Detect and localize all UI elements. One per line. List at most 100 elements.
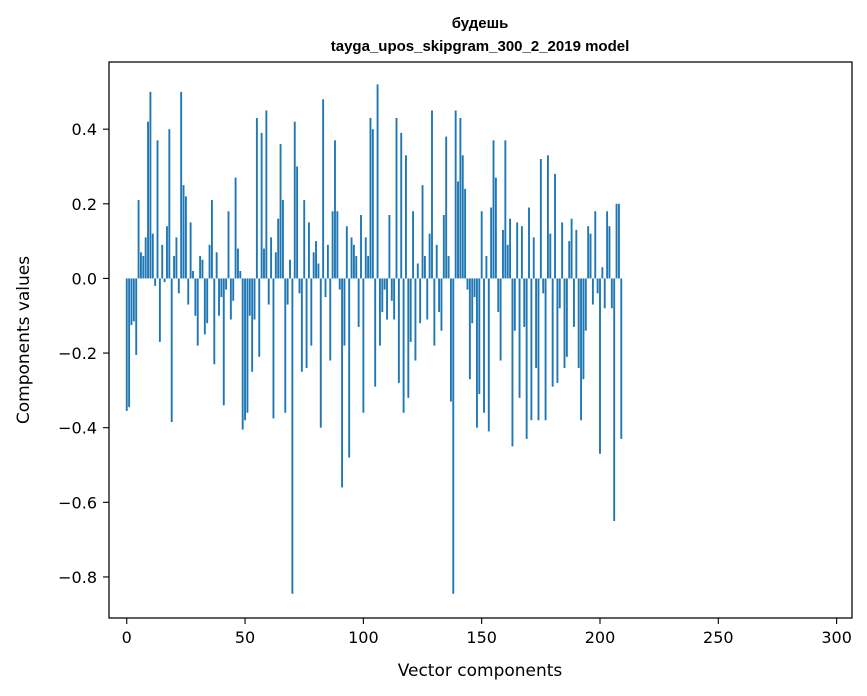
bar-99 bbox=[360, 214, 362, 279]
bar-198 bbox=[594, 211, 597, 279]
bar-101 bbox=[364, 237, 367, 279]
bar-208 bbox=[617, 203, 620, 279]
bar-160 bbox=[504, 140, 507, 279]
bar-165 bbox=[516, 222, 519, 279]
y-tick-label-4: 0.0 bbox=[72, 269, 97, 288]
bar-63 bbox=[274, 252, 277, 279]
bar-19 bbox=[170, 278, 173, 423]
bar-80 bbox=[315, 241, 317, 279]
bar-192 bbox=[580, 278, 583, 421]
bar-200 bbox=[599, 278, 601, 454]
bar-136 bbox=[447, 256, 450, 279]
bar-109 bbox=[383, 278, 386, 290]
bar-180 bbox=[551, 278, 554, 387]
bar-187 bbox=[568, 241, 571, 279]
bar-82 bbox=[319, 278, 322, 428]
bar-105 bbox=[374, 278, 377, 387]
bar-183 bbox=[558, 278, 561, 309]
bar-73 bbox=[298, 278, 301, 294]
bar-135 bbox=[445, 136, 448, 279]
bar-72 bbox=[296, 166, 299, 279]
bar-197 bbox=[591, 278, 594, 305]
bar-2 bbox=[130, 278, 133, 326]
bar-50 bbox=[244, 278, 246, 421]
bar-27 bbox=[189, 222, 192, 279]
bar-138 bbox=[452, 278, 455, 594]
bar-184 bbox=[561, 222, 564, 279]
bar-143 bbox=[464, 188, 467, 279]
bar-125 bbox=[421, 185, 424, 279]
bar-77 bbox=[308, 222, 310, 279]
bar-205 bbox=[610, 278, 613, 309]
chart-title: будешь bbox=[452, 15, 509, 32]
bar-95 bbox=[350, 237, 353, 279]
bar-29 bbox=[194, 278, 197, 316]
y-axis-ticks: −0.8 −0.6 −0.4 −0.2 0.0 0.2 0.4 bbox=[58, 120, 109, 587]
x-tick-label-0: 0 bbox=[122, 628, 132, 647]
bar-13 bbox=[156, 140, 159, 279]
x-tick-label-50: 50 bbox=[235, 628, 255, 647]
bar-65 bbox=[279, 144, 282, 279]
bar-177 bbox=[544, 278, 547, 421]
bar-182 bbox=[556, 278, 559, 383]
bar-146 bbox=[471, 278, 474, 324]
bar-3 bbox=[132, 278, 135, 322]
bar-40 bbox=[220, 278, 223, 298]
bar-23 bbox=[180, 91, 183, 279]
bar-57 bbox=[260, 132, 263, 279]
bar-133 bbox=[440, 278, 443, 331]
bar-141 bbox=[459, 117, 462, 279]
bar-168 bbox=[523, 278, 526, 327]
bar-33 bbox=[203, 278, 206, 335]
bar-142 bbox=[461, 155, 464, 279]
bar-171 bbox=[530, 278, 533, 421]
bar-170 bbox=[528, 207, 530, 279]
bar-84 bbox=[324, 278, 327, 298]
bar-37 bbox=[213, 278, 216, 365]
bar-59 bbox=[265, 110, 268, 279]
y-tick-label-6: 0.4 bbox=[72, 120, 97, 139]
bar-107 bbox=[378, 278, 381, 346]
bar-78 bbox=[310, 278, 313, 346]
bar-188 bbox=[570, 218, 573, 279]
bar-86 bbox=[329, 278, 332, 361]
bar-43 bbox=[227, 211, 230, 279]
bar-0 bbox=[125, 278, 128, 411]
bar-193 bbox=[582, 278, 585, 380]
bar-39 bbox=[218, 278, 220, 316]
bar-90 bbox=[338, 278, 341, 290]
bar-62 bbox=[272, 278, 275, 419]
bar-152 bbox=[485, 256, 488, 279]
bar-150 bbox=[480, 211, 483, 279]
bar-49 bbox=[241, 278, 244, 430]
bar-17 bbox=[166, 226, 168, 279]
bar-110 bbox=[386, 278, 388, 320]
bar-83 bbox=[322, 99, 325, 279]
bar-60 bbox=[267, 278, 270, 305]
x-tick-label-200: 200 bbox=[585, 628, 616, 647]
x-tick-label-250: 250 bbox=[703, 628, 734, 647]
bar-91 bbox=[341, 278, 344, 488]
bar-94 bbox=[348, 278, 351, 458]
bar-103 bbox=[369, 117, 372, 279]
bar-199 bbox=[596, 278, 599, 294]
bar-70 bbox=[291, 278, 294, 594]
bar-157 bbox=[497, 278, 500, 313]
bar-16 bbox=[163, 278, 166, 283]
bar-28 bbox=[192, 270, 194, 279]
bar-117 bbox=[402, 278, 405, 413]
bar-175 bbox=[539, 159, 542, 279]
bar-132 bbox=[438, 278, 441, 313]
bar-35 bbox=[208, 244, 211, 279]
bar-25 bbox=[184, 196, 187, 279]
bar-9 bbox=[147, 121, 149, 279]
bar-79 bbox=[312, 252, 315, 279]
bar-163 bbox=[511, 278, 514, 447]
x-axis-ticks: 0 50 100 150 200 250 300 bbox=[122, 618, 852, 647]
bar-81 bbox=[317, 263, 320, 279]
bar-52 bbox=[248, 278, 251, 316]
x-axis-label: Vector components bbox=[398, 661, 563, 681]
bar-127 bbox=[426, 278, 429, 320]
chart-subtitle: tayga_upos_skipgram_300_2_2019 model bbox=[331, 38, 630, 55]
bar-102 bbox=[367, 256, 370, 279]
